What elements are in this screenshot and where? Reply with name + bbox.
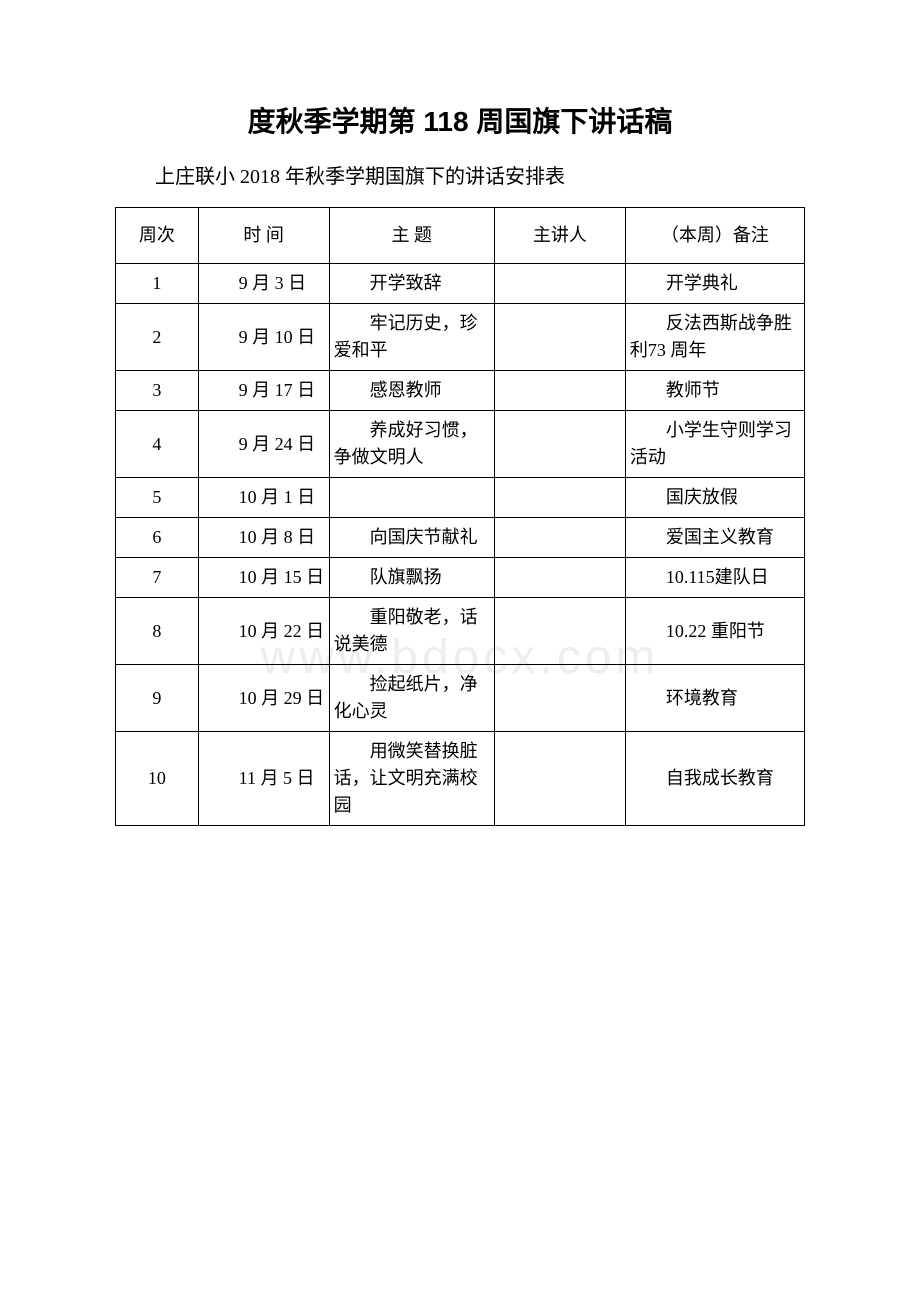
cell-note: 爱国主义教育	[625, 518, 804, 558]
cell-time: 11 月 5 日	[198, 732, 329, 826]
table-row: 5 10 月 1 日 国庆放假	[116, 478, 805, 518]
cell-topic: 队旗飘扬	[329, 558, 494, 598]
cell-time: 9 月 24 日	[198, 411, 329, 478]
cell-week: 4	[116, 411, 199, 478]
cell-speaker	[494, 732, 625, 826]
cell-time: 10 月 1 日	[198, 478, 329, 518]
cell-speaker	[494, 598, 625, 665]
cell-topic: 养成好习惯，争做文明人	[329, 411, 494, 478]
cell-note: 小学生守则学习活动	[625, 411, 804, 478]
table-row: 4 9 月 24 日 养成好习惯，争做文明人 小学生守则学习活动	[116, 411, 805, 478]
cell-week: 1	[116, 264, 199, 304]
table-row: 2 9 月 10 日 牢记历史，珍爱和平 反法西斯战争胜利73 周年	[116, 304, 805, 371]
header-topic: 主 题	[329, 208, 494, 264]
table-row: 8 10 月 22 日 重阳敬老，话说美德 10.22 重阳节	[116, 598, 805, 665]
cell-topic: 牢记历史，珍爱和平	[329, 304, 494, 371]
cell-time: 9 月 17 日	[198, 371, 329, 411]
cell-week: 6	[116, 518, 199, 558]
cell-week: 3	[116, 371, 199, 411]
table-row: 1 9 月 3 日 开学致辞 开学典礼	[116, 264, 805, 304]
cell-speaker	[494, 264, 625, 304]
cell-time: 9 月 3 日	[198, 264, 329, 304]
cell-note: 国庆放假	[625, 478, 804, 518]
cell-week: 8	[116, 598, 199, 665]
cell-time: 10 月 15 日	[198, 558, 329, 598]
cell-week: 5	[116, 478, 199, 518]
cell-time: 10 月 8 日	[198, 518, 329, 558]
cell-speaker	[494, 665, 625, 732]
cell-speaker	[494, 371, 625, 411]
cell-note: 10.22 重阳节	[625, 598, 804, 665]
cell-week: 9	[116, 665, 199, 732]
cell-topic: 向国庆节献礼	[329, 518, 494, 558]
cell-week: 7	[116, 558, 199, 598]
cell-topic: 重阳敬老，话说美德	[329, 598, 494, 665]
cell-note: 教师节	[625, 371, 804, 411]
schedule-table: 周次 时 间 主 题 主讲人 （本周）备注 1 9 月 3 日 开学致辞 开学典…	[115, 207, 805, 826]
cell-time: 9 月 10 日	[198, 304, 329, 371]
page-title: 度秋季学期第 118 周国旗下讲话稿	[115, 100, 805, 140]
page-subtitle: 上庄联小 2018 年秋季学期国旗下的讲话安排表	[115, 160, 805, 189]
cell-topic: 捡起纸片，净化心灵	[329, 665, 494, 732]
cell-speaker	[494, 304, 625, 371]
cell-topic: 用微笑替换脏话，让文明充满校园	[329, 732, 494, 826]
table-row: 10 11 月 5 日 用微笑替换脏话，让文明充满校园 自我成长教育	[116, 732, 805, 826]
cell-week: 2	[116, 304, 199, 371]
cell-topic: 感恩教师	[329, 371, 494, 411]
cell-topic	[329, 478, 494, 518]
table-body: 1 9 月 3 日 开学致辞 开学典礼 2 9 月 10 日 牢记历史，珍爱和平…	[116, 264, 805, 826]
cell-note: 10.115建队日	[625, 558, 804, 598]
cell-time: 10 月 29 日	[198, 665, 329, 732]
cell-topic: 开学致辞	[329, 264, 494, 304]
cell-note: 自我成长教育	[625, 732, 804, 826]
table-row: 3 9 月 17 日 感恩教师 教师节	[116, 371, 805, 411]
header-note: （本周）备注	[625, 208, 804, 264]
cell-speaker	[494, 558, 625, 598]
header-time: 时 间	[198, 208, 329, 264]
table-row: 7 10 月 15 日 队旗飘扬 10.115建队日	[116, 558, 805, 598]
cell-speaker	[494, 518, 625, 558]
cell-note: 反法西斯战争胜利73 周年	[625, 304, 804, 371]
cell-week: 10	[116, 732, 199, 826]
header-week: 周次	[116, 208, 199, 264]
header-speaker: 主讲人	[494, 208, 625, 264]
cell-time: 10 月 22 日	[198, 598, 329, 665]
table-row: 6 10 月 8 日 向国庆节献礼 爱国主义教育	[116, 518, 805, 558]
table-row: 9 10 月 29 日 捡起纸片，净化心灵 环境教育	[116, 665, 805, 732]
cell-speaker	[494, 478, 625, 518]
cell-speaker	[494, 411, 625, 478]
table-header-row: 周次 时 间 主 题 主讲人 （本周）备注	[116, 208, 805, 264]
cell-note: 环境教育	[625, 665, 804, 732]
cell-note: 开学典礼	[625, 264, 804, 304]
